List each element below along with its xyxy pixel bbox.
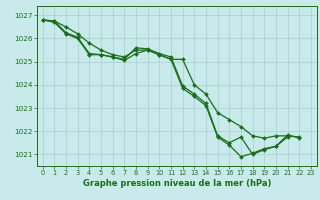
X-axis label: Graphe pression niveau de la mer (hPa): Graphe pression niveau de la mer (hPa) <box>83 179 271 188</box>
